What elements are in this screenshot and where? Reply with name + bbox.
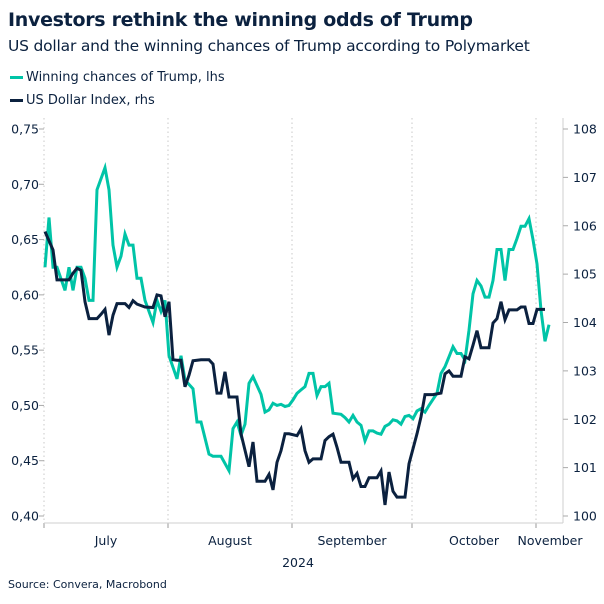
- y-right-tick-label: 107: [573, 170, 597, 185]
- y-left-tick-label: 0,50: [11, 398, 39, 413]
- y-left-tick-label: 0,45: [11, 453, 39, 468]
- legend-item-dxy: US Dollar Index, rhs: [10, 93, 155, 108]
- y-left-tick-label: 0,55: [11, 343, 39, 358]
- y-left-tick-label: 0,65: [11, 232, 39, 247]
- y-left-tick-label: 0,40: [11, 509, 39, 524]
- y-right-tick-label: 104: [573, 315, 597, 330]
- series-line-dollar-index: [43, 230, 545, 506]
- chart-title: Investors rethink the winning odds of Tr…: [8, 9, 473, 31]
- y-left-tick-label: 0,75: [11, 122, 39, 137]
- legend-item-trump: Winning chances of Trump, lhs: [10, 70, 225, 85]
- y-right-tick-label: 106: [573, 218, 597, 233]
- x-tick-label: November: [517, 533, 583, 548]
- legend-label-trump: Winning chances of Trump, lhs: [26, 70, 225, 85]
- x-tick-label: October: [449, 533, 500, 548]
- y-right-tick-label: 100: [573, 509, 597, 524]
- y-left-tick-label: 0,70: [11, 177, 39, 192]
- legend-swatch-trump: [10, 76, 23, 79]
- y-right-tick-label: 101: [573, 460, 597, 475]
- series-line-trump-odds: [43, 161, 551, 476]
- y-right-tick-label: 103: [573, 363, 597, 378]
- x-tick-label: August: [208, 533, 252, 548]
- legend-label-dxy: US Dollar Index, rhs: [26, 93, 155, 108]
- y-right-tick-label: 108: [573, 122, 597, 137]
- x-tick-label: September: [317, 533, 387, 548]
- chart-subtitle: US dollar and the winning chances of Tru…: [8, 37, 530, 55]
- x-tick-label: July: [94, 533, 118, 548]
- y-left-tick-label: 0,60: [11, 287, 39, 302]
- y-right-tick-label: 105: [573, 267, 597, 282]
- source-note: Source: Convera, Macrobond: [8, 578, 167, 591]
- legend-swatch-dxy: [10, 99, 23, 102]
- x-axis-year-label: 2024: [282, 555, 314, 570]
- y-right-tick-label: 102: [573, 412, 597, 427]
